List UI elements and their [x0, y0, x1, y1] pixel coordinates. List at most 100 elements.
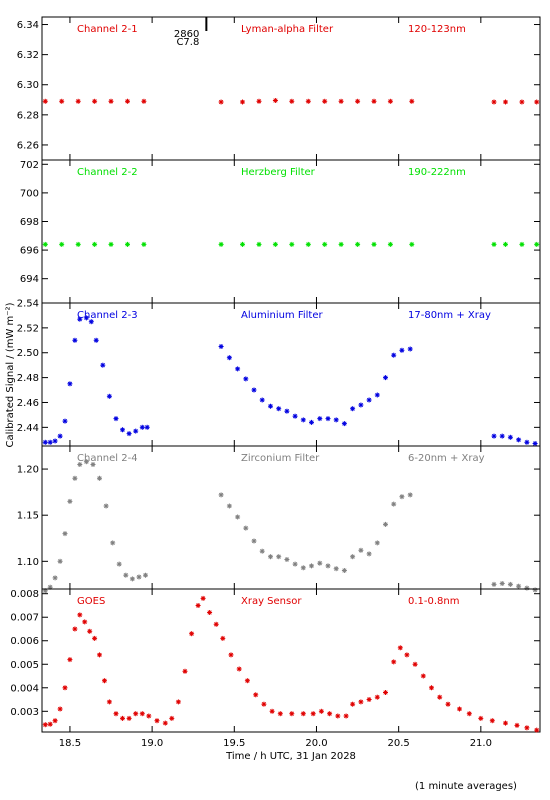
data-point-stroke: [92, 99, 97, 104]
data-point-stroke: [145, 425, 150, 430]
data-point-stroke: [412, 662, 418, 667]
data-point-stroke: [534, 242, 539, 247]
data-point: [524, 439, 530, 445]
data-point: [182, 668, 188, 674]
y-tick-label: 2.48: [17, 373, 39, 384]
data-point: [366, 551, 372, 557]
data-point-stroke: [89, 319, 94, 324]
y-tick-label: 698: [20, 217, 39, 228]
data-point-stroke: [260, 397, 265, 403]
data-point-stroke: [48, 585, 53, 590]
data-point-stroke: [508, 582, 513, 587]
data-point-stroke: [375, 540, 380, 546]
data-point-stroke: [358, 699, 364, 705]
data-point-stroke: [52, 438, 58, 444]
data-point-stroke: [218, 344, 224, 349]
data-point: [292, 413, 298, 419]
data-point-stroke: [256, 242, 262, 247]
data-point: [126, 431, 132, 437]
data-point-stroke: [62, 685, 68, 690]
data-point-stroke: [82, 619, 87, 625]
data-point-stroke: [143, 573, 148, 578]
data-point-stroke: [207, 610, 212, 615]
data-point: [102, 678, 107, 684]
data-point-stroke: [256, 99, 262, 104]
data-point-stroke: [408, 346, 413, 352]
data-point-stroke: [218, 99, 224, 105]
data-point-stroke: [491, 433, 497, 439]
y-tick-label: 6.32: [17, 50, 39, 61]
data-point-stroke: [350, 702, 355, 707]
data-point-stroke: [491, 242, 497, 247]
data-point-stroke: [524, 440, 530, 445]
data-point-stroke: [84, 459, 89, 464]
data-point: [478, 715, 484, 721]
data-point: [429, 685, 434, 691]
data-point: [317, 560, 323, 566]
y-tick-label: 0.008: [10, 589, 39, 600]
data-point: [519, 99, 525, 105]
data-point: [235, 366, 241, 372]
data-point-stroke: [350, 406, 355, 411]
data-point-stroke: [100, 363, 105, 368]
data-point-stroke: [375, 695, 380, 700]
data-point: [226, 503, 232, 509]
data-point: [358, 699, 364, 705]
data-point-stroke: [409, 99, 414, 104]
data-point: [383, 375, 388, 381]
data-point-stroke: [516, 437, 521, 442]
data-point-stroke: [120, 427, 125, 432]
data-point-stroke: [322, 242, 327, 247]
data-point: [341, 568, 347, 573]
data-point: [325, 563, 331, 569]
data-point: [97, 652, 102, 658]
data-point-stroke: [503, 99, 508, 105]
data-point: [75, 241, 81, 247]
data-point-stroke: [77, 612, 82, 618]
data-point-stroke: [76, 99, 81, 104]
data-point-stroke: [189, 631, 194, 636]
panel-label: Channel 2-1: [77, 24, 138, 35]
data-point-stroke: [334, 566, 339, 571]
data-point: [524, 725, 530, 731]
data-point-stroke: [445, 702, 451, 707]
data-point: [256, 241, 262, 247]
data-point: [189, 631, 195, 637]
data-point: [226, 355, 232, 361]
data-point: [355, 241, 361, 247]
data-point: [276, 406, 282, 412]
data-point-stroke: [301, 711, 306, 716]
data-point-stroke: [350, 554, 355, 559]
data-point-stroke: [253, 692, 258, 697]
data-point-stroke: [301, 565, 306, 570]
data-point-stroke: [309, 420, 314, 425]
data-point: [338, 98, 344, 104]
data-point-stroke: [325, 563, 331, 569]
data-point-stroke: [503, 242, 508, 247]
data-point-stroke: [102, 678, 107, 683]
data-point: [123, 572, 129, 578]
data-point-stroke: [491, 582, 497, 587]
data-point: [374, 392, 380, 398]
data-point-stroke: [48, 440, 53, 445]
data-point: [220, 635, 226, 641]
data-point: [87, 628, 93, 634]
data-point: [57, 706, 63, 712]
data-point-stroke: [154, 718, 160, 723]
data-point: [371, 98, 377, 104]
data-point-stroke: [375, 392, 380, 398]
y-axis-title: Calibrated Signal / (mW m⁻²): [5, 302, 16, 447]
data-point: [309, 563, 314, 569]
data-point-stroke: [355, 99, 360, 104]
data-point-stroke: [90, 462, 96, 467]
data-point-stroke: [388, 99, 393, 104]
data-point: [52, 575, 58, 581]
data-point: [259, 397, 265, 403]
data-point: [457, 706, 462, 712]
data-point: [387, 98, 393, 104]
y-tick-label: 2.46: [17, 398, 39, 409]
data-point: [399, 494, 405, 500]
data-point: [284, 557, 290, 562]
data-point: [62, 685, 68, 691]
data-point-stroke: [97, 652, 102, 658]
